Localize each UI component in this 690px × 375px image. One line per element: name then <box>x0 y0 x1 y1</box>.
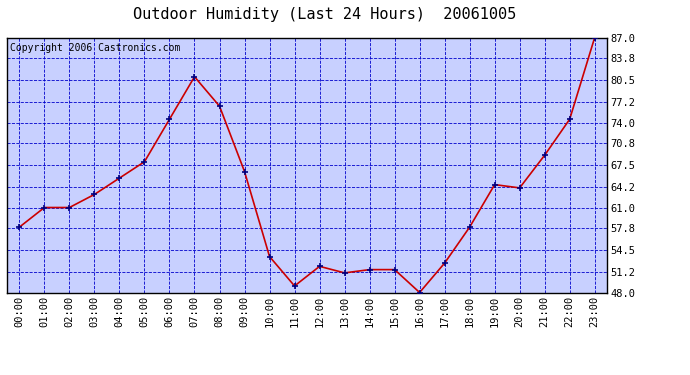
Text: Copyright 2006 Castronics.com: Copyright 2006 Castronics.com <box>10 43 180 52</box>
Text: Outdoor Humidity (Last 24 Hours)  20061005: Outdoor Humidity (Last 24 Hours) 2006100… <box>132 8 516 22</box>
